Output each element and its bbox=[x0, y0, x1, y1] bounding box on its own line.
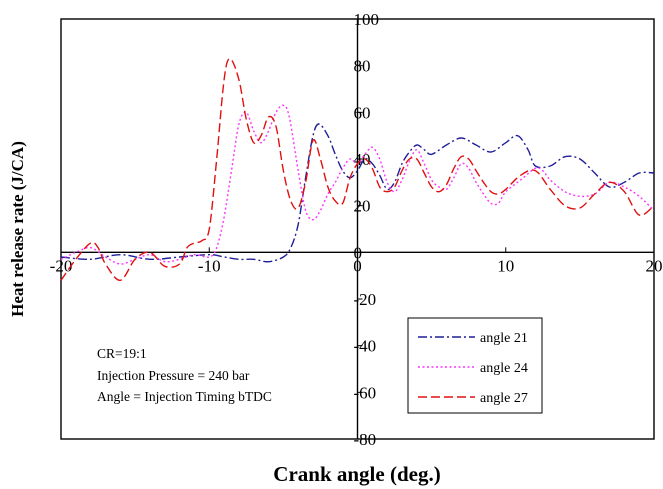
series-line-angle-21 bbox=[60, 123, 655, 263]
y-tick-label: 60 bbox=[354, 103, 371, 122]
y-tick-label: 100 bbox=[354, 10, 380, 29]
x-tick-label: 0 bbox=[353, 256, 362, 275]
y-tick-label: -40 bbox=[354, 337, 377, 356]
series-line-angle-27 bbox=[60, 57, 655, 281]
annotation-injection-pressure: Injection Pressure = 240 bar bbox=[97, 368, 250, 383]
y-tick-label: 80 bbox=[354, 57, 371, 76]
y-tick-label: -20 bbox=[354, 290, 377, 309]
series-line-angle-24 bbox=[60, 104, 655, 265]
y-tick-label: 20 bbox=[354, 197, 371, 216]
legend-label-angle-21: angle 21 bbox=[480, 331, 528, 346]
y-tick-label: -80 bbox=[354, 430, 377, 449]
annotation-compression-ratio: CR=19:1 bbox=[97, 346, 147, 361]
annotation-injection-timing: Angle = Injection Timing bTDC bbox=[97, 389, 272, 404]
legend-label-angle-24: angle 24 bbox=[480, 361, 528, 376]
x-axis-title: Crank angle (deg.) bbox=[273, 462, 440, 486]
series-group bbox=[60, 57, 655, 281]
x-tick-label: 10 bbox=[497, 256, 514, 275]
x-tick-label: -10 bbox=[198, 256, 221, 275]
legend-label-angle-27: angle 27 bbox=[480, 391, 528, 406]
legend: angle 21 angle 24 angle 27 bbox=[407, 317, 543, 414]
y-tick-label: -60 bbox=[354, 383, 377, 402]
x-tick-label: 20 bbox=[646, 256, 663, 275]
x-tick-label: -20 bbox=[50, 256, 73, 275]
y-tick-label: 0 bbox=[354, 243, 363, 262]
y-axis-title: Heat release rate (J/CA) bbox=[8, 141, 27, 317]
